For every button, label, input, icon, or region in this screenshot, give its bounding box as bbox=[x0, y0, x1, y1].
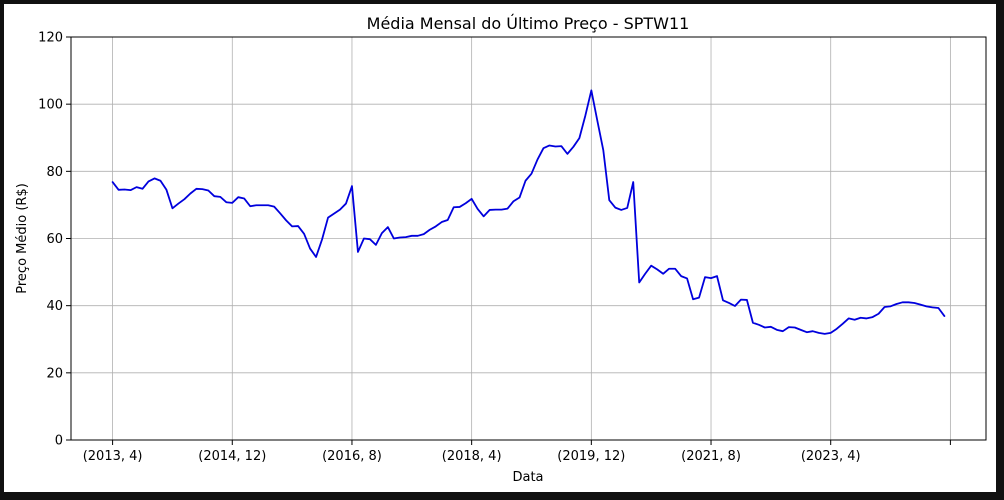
x-tick-label: (2018, 4) bbox=[442, 449, 502, 464]
x-tick-label: (2023, 4) bbox=[801, 449, 861, 464]
y-tick-label: 80 bbox=[46, 165, 63, 180]
y-tick-label: 0 bbox=[55, 434, 63, 449]
x-tick-label: (2021, 8) bbox=[681, 449, 741, 464]
line-chart: Média Mensal do Último Preço - SPTW11 0 2… bbox=[15, 14, 987, 485]
y-tick-label: 60 bbox=[46, 232, 63, 247]
x-axis-label: Data bbox=[512, 470, 543, 485]
x-axis: (2013, 4) (2014, 12) (2016, 8) (2018, 4) (20… bbox=[83, 440, 951, 464]
x-tick-label: (2019, 12) bbox=[557, 449, 625, 464]
y-tick-label: 120 bbox=[38, 31, 63, 46]
series-layer bbox=[111, 89, 946, 335]
x-tick-label: (2014, 12) bbox=[198, 449, 266, 464]
y-axis-label: Preço Médio (R$) bbox=[15, 183, 30, 294]
y-tick-label: 40 bbox=[46, 299, 63, 314]
chart-title: Média Mensal do Último Preço - SPTW11 bbox=[367, 14, 690, 33]
x-tick-label: (2016, 8) bbox=[322, 449, 382, 464]
y-tick-label: 20 bbox=[46, 366, 63, 381]
y-tick-label: 100 bbox=[38, 98, 63, 113]
series-line bbox=[111, 89, 946, 335]
x-tick-label: (2013, 4) bbox=[83, 449, 143, 464]
grid bbox=[71, 36, 986, 441]
y-axis: 0 20 40 60 80 100 120 bbox=[38, 31, 71, 449]
chart-frame: Média Mensal do Último Preço - SPTW11 0 2… bbox=[4, 4, 996, 492]
